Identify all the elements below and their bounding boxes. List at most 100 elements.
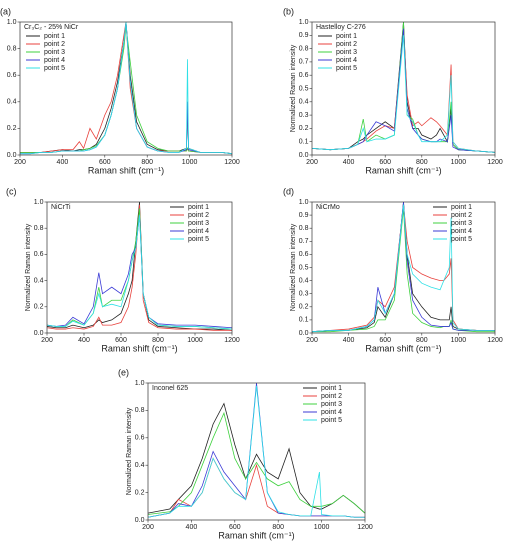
spectrum-line xyxy=(20,21,233,155)
x-tick-label: 200 xyxy=(306,337,318,344)
x-tick-label: 1200 xyxy=(487,159,503,166)
y-tick-label: 0.7 xyxy=(299,238,309,245)
x-tick-label: 1000 xyxy=(451,337,467,344)
legend-label: point 1 xyxy=(44,33,65,40)
y-tick-label: 0.6 xyxy=(135,435,145,442)
x-tick-label: 200 xyxy=(41,337,53,344)
x-tick-label: 800 xyxy=(416,159,428,166)
y-tick-label: 0.1 xyxy=(299,139,309,146)
panel-title: Cr₃C₂ - 25% NiCr xyxy=(24,24,79,31)
x-tick-label: 400 xyxy=(343,159,355,166)
y-tick-label: 0.0 xyxy=(299,152,309,159)
legend-label: point 4 xyxy=(188,228,209,235)
y-tick-label: 0.2 xyxy=(7,125,17,132)
legend-label: point 2 xyxy=(336,41,357,48)
legend-label: point 1 xyxy=(336,33,357,40)
y-tick-label: 1.0 xyxy=(135,380,145,387)
y-tick-label: 0.4 xyxy=(299,277,309,284)
y-tick-label: 0.5 xyxy=(299,264,309,271)
y-axis-label: Normalized Raman intensity xyxy=(290,223,297,311)
spectrum-line xyxy=(46,204,232,331)
y-axis-label: Normalized Raman intensity xyxy=(290,44,297,132)
spectrum-line xyxy=(311,21,496,153)
x-tick-label: 1200 xyxy=(224,159,240,166)
panel-title: Inconel 625 xyxy=(152,385,188,392)
y-tick-label: 0.0 xyxy=(34,330,44,337)
x-tick-label: 1000 xyxy=(182,159,198,166)
legend-label: point 5 xyxy=(44,65,65,72)
y-tick-label: 0.8 xyxy=(135,407,145,414)
y-axis-label: Normalized Raman intensity xyxy=(25,223,32,311)
y-tick-label: 0.2 xyxy=(299,125,309,132)
x-tick-label: 600 xyxy=(379,337,391,344)
legend-label: point 2 xyxy=(188,212,209,219)
legend-label: point 5 xyxy=(451,236,472,243)
panel-label: (d) xyxy=(283,186,294,196)
panel-title: NiCrMo xyxy=(316,204,340,211)
x-tick-label: 1200 xyxy=(487,337,503,344)
legend-label: point 3 xyxy=(336,49,357,56)
y-tick-label: 0.6 xyxy=(34,251,44,258)
y-tick-label: 1.0 xyxy=(34,199,44,206)
x-tick-label: 800 xyxy=(152,337,164,344)
panel-label: (c) xyxy=(6,186,17,196)
y-axis-label: Normalized Raman intensity xyxy=(126,407,133,495)
x-tick-label: 800 xyxy=(416,337,428,344)
plot-frame xyxy=(147,382,366,521)
spectrum-line xyxy=(147,457,365,518)
y-tick-label: 0.2 xyxy=(299,304,309,311)
legend-label: point 2 xyxy=(44,41,65,48)
x-axis-label: Raman shift (cm⁻¹) xyxy=(365,165,441,175)
plot-frame xyxy=(46,201,233,334)
legend-label: point 3 xyxy=(44,49,65,56)
legend-label: point 4 xyxy=(44,57,65,64)
legend-label: point 5 xyxy=(188,236,209,243)
panel-title: Hastelloy C-276 xyxy=(316,24,366,31)
x-tick-label: 800 xyxy=(272,524,284,531)
panel-label: (b) xyxy=(283,6,294,16)
y-tick-label: 0.9 xyxy=(299,32,309,39)
x-axis-label: Raman shift (cm⁻¹) xyxy=(218,530,294,540)
y-tick-label: 0.4 xyxy=(7,99,17,106)
x-tick-label: 400 xyxy=(186,524,198,531)
x-tick-label: 600 xyxy=(379,159,391,166)
y-tick-label: 1.0 xyxy=(299,199,309,206)
spectrum-line xyxy=(147,411,366,515)
y-tick-label: 0.5 xyxy=(299,85,309,92)
spectrum-line xyxy=(311,35,496,153)
y-tick-label: 0.8 xyxy=(7,45,17,52)
spectrum-line xyxy=(46,215,233,330)
legend-label: point 3 xyxy=(188,220,209,227)
spectrum-line xyxy=(311,204,495,333)
y-tick-label: 0.6 xyxy=(7,72,17,79)
legend-label: point 4 xyxy=(451,228,472,235)
y-tick-label: 0.3 xyxy=(299,112,309,119)
y-tick-label: 0.8 xyxy=(34,225,44,232)
x-tick-label: 600 xyxy=(229,524,241,531)
panel-title: NiCrTi xyxy=(51,204,71,211)
legend-label: point 5 xyxy=(336,65,357,72)
legend-label: point 2 xyxy=(451,212,472,219)
x-tick-label: 600 xyxy=(99,159,111,166)
y-tick-label: 0.2 xyxy=(34,304,44,311)
x-tick-label: 600 xyxy=(115,337,127,344)
y-tick-label: 0.6 xyxy=(299,72,309,79)
y-tick-label: 0.3 xyxy=(299,291,309,298)
x-tick-label: 400 xyxy=(343,337,355,344)
x-tick-label: 400 xyxy=(57,159,69,166)
x-tick-label: 1000 xyxy=(314,524,330,531)
y-tick-label: 1.0 xyxy=(299,19,309,26)
y-tick-label: 0.8 xyxy=(299,225,309,232)
legend-label: point 1 xyxy=(451,204,472,211)
x-tick-label: 1200 xyxy=(357,524,373,531)
legend-label: point 5 xyxy=(321,417,342,424)
y-tick-label: 0.0 xyxy=(7,152,17,159)
y-tick-label: 0.6 xyxy=(299,251,309,258)
spectrum-line xyxy=(147,402,366,514)
legend-label: point 4 xyxy=(336,57,357,64)
legend-label: point 1 xyxy=(321,385,342,392)
y-tick-label: 1.0 xyxy=(7,19,17,26)
y-tick-label: 0.2 xyxy=(135,489,145,496)
legend-label: point 3 xyxy=(451,220,472,227)
panel-label: (a) xyxy=(0,6,11,16)
